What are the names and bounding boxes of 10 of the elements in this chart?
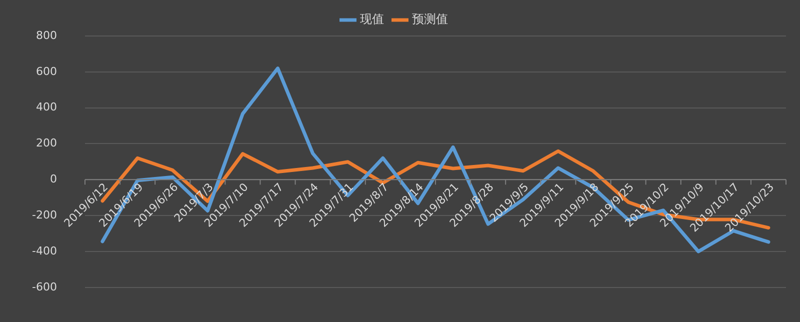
y-tick-label: 600 [36,64,57,78]
y-tick-label: -200 [32,208,57,222]
y-tick-label: 800 [36,28,57,42]
y-tick-label: -600 [32,280,57,294]
legend-label: 现值 [360,12,384,26]
legend-label: 预测值 [412,12,448,26]
y-tick-label: 0 [50,172,57,186]
y-tick-label: -400 [32,244,57,258]
y-tick-label: 400 [36,100,57,114]
y-tick-label: 200 [36,136,57,150]
